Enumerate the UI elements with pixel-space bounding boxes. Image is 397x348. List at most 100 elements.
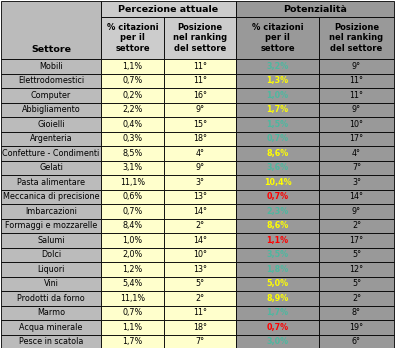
Text: 3,0%: 3,0% (266, 337, 289, 346)
Bar (101, 291, 164, 306)
Text: 2°: 2° (195, 221, 204, 230)
Bar (319, 334, 394, 348)
Bar (1, 219, 101, 233)
Bar (164, 320, 236, 334)
Text: Meccanica di precisione: Meccanica di precisione (3, 192, 99, 201)
Bar (236, 88, 319, 103)
Text: 0,3%: 0,3% (122, 134, 143, 143)
Text: 1,5%: 1,5% (266, 120, 289, 129)
Text: 10°: 10° (349, 120, 364, 129)
Text: Pasta alimentare: Pasta alimentare (17, 178, 85, 187)
Text: % citazioni
per il
settore: % citazioni per il settore (252, 23, 303, 53)
Bar (101, 59, 164, 73)
Text: 0,7%: 0,7% (122, 207, 143, 216)
Text: 1,7%: 1,7% (266, 308, 289, 317)
Text: 18°: 18° (193, 323, 207, 332)
Bar (236, 190, 319, 204)
Bar (236, 59, 319, 73)
Bar (236, 1, 394, 17)
Bar (236, 291, 319, 306)
Bar (236, 73, 319, 88)
Text: 1,1%: 1,1% (122, 62, 143, 71)
Bar (101, 17, 164, 59)
Text: 11°: 11° (193, 76, 207, 85)
Bar (101, 146, 164, 160)
Text: 0,6%: 0,6% (122, 192, 143, 201)
Bar (1, 146, 101, 160)
Text: 3°: 3° (195, 178, 204, 187)
Bar (236, 219, 319, 233)
Text: 8,9%: 8,9% (266, 294, 289, 303)
Bar (164, 190, 236, 204)
Text: 2,3%: 2,3% (266, 207, 289, 216)
Text: Potenzialità: Potenzialità (283, 5, 347, 14)
Text: 3,5%: 3,5% (266, 250, 289, 259)
Bar (319, 247, 394, 262)
Bar (1, 88, 101, 103)
Text: 2,0%: 2,0% (122, 250, 143, 259)
Text: 13°: 13° (193, 192, 207, 201)
Bar (1, 247, 101, 262)
Text: Confetture - Condimenti: Confetture - Condimenti (2, 149, 100, 158)
Text: 5,4%: 5,4% (122, 279, 143, 288)
Bar (236, 334, 319, 348)
Text: 0,7%: 0,7% (266, 134, 289, 143)
Text: 11°: 11° (349, 91, 364, 100)
Text: 0,7%: 0,7% (122, 76, 143, 85)
Text: 10°: 10° (193, 250, 207, 259)
Text: Marmo: Marmo (37, 308, 65, 317)
Text: Salumi: Salumi (37, 236, 65, 245)
Text: 0,7%: 0,7% (266, 192, 289, 201)
Text: 18°: 18° (193, 134, 207, 143)
Bar (164, 262, 236, 277)
Text: 11°: 11° (193, 62, 207, 71)
Text: Computer: Computer (31, 91, 71, 100)
Bar (319, 17, 394, 59)
Bar (236, 233, 319, 247)
Text: 14°: 14° (349, 192, 364, 201)
Text: 1,7%: 1,7% (266, 105, 289, 114)
Text: 4°: 4° (352, 149, 361, 158)
Text: 5°: 5° (352, 279, 361, 288)
Text: 14°: 14° (193, 236, 207, 245)
Text: Mobili: Mobili (39, 62, 63, 71)
Text: Settore: Settore (31, 46, 71, 55)
Text: 14°: 14° (193, 207, 207, 216)
Bar (101, 103, 164, 117)
Text: Acqua minerale: Acqua minerale (19, 323, 83, 332)
Text: Posizione
nel ranking
del settore: Posizione nel ranking del settore (173, 23, 227, 53)
Text: % citazioni
per il
settore: % citazioni per il settore (107, 23, 158, 53)
Text: 9°: 9° (195, 163, 204, 172)
Text: 17°: 17° (349, 236, 364, 245)
Bar (164, 88, 236, 103)
Bar (319, 306, 394, 320)
Bar (1, 233, 101, 247)
Bar (101, 247, 164, 262)
Bar (164, 306, 236, 320)
Bar (319, 277, 394, 291)
Bar (164, 73, 236, 88)
Bar (164, 291, 236, 306)
Bar (1, 204, 101, 219)
Text: 5°: 5° (352, 250, 361, 259)
Text: 12°: 12° (349, 265, 364, 274)
Bar (319, 320, 394, 334)
Text: Prodotti da forno: Prodotti da forno (17, 294, 85, 303)
Text: Abbigliamento: Abbigliamento (21, 105, 80, 114)
Text: Liquori: Liquori (37, 265, 65, 274)
Bar (164, 160, 236, 175)
Text: 2°: 2° (195, 294, 204, 303)
Bar (236, 320, 319, 334)
Text: Dolci: Dolci (41, 250, 61, 259)
Text: 4°: 4° (195, 149, 204, 158)
Bar (319, 103, 394, 117)
Bar (101, 262, 164, 277)
Bar (164, 117, 236, 132)
Bar (319, 190, 394, 204)
Text: Pesce in scatola: Pesce in scatola (19, 337, 83, 346)
Bar (319, 73, 394, 88)
Bar (101, 334, 164, 348)
Bar (319, 160, 394, 175)
Bar (164, 59, 236, 73)
Bar (101, 219, 164, 233)
